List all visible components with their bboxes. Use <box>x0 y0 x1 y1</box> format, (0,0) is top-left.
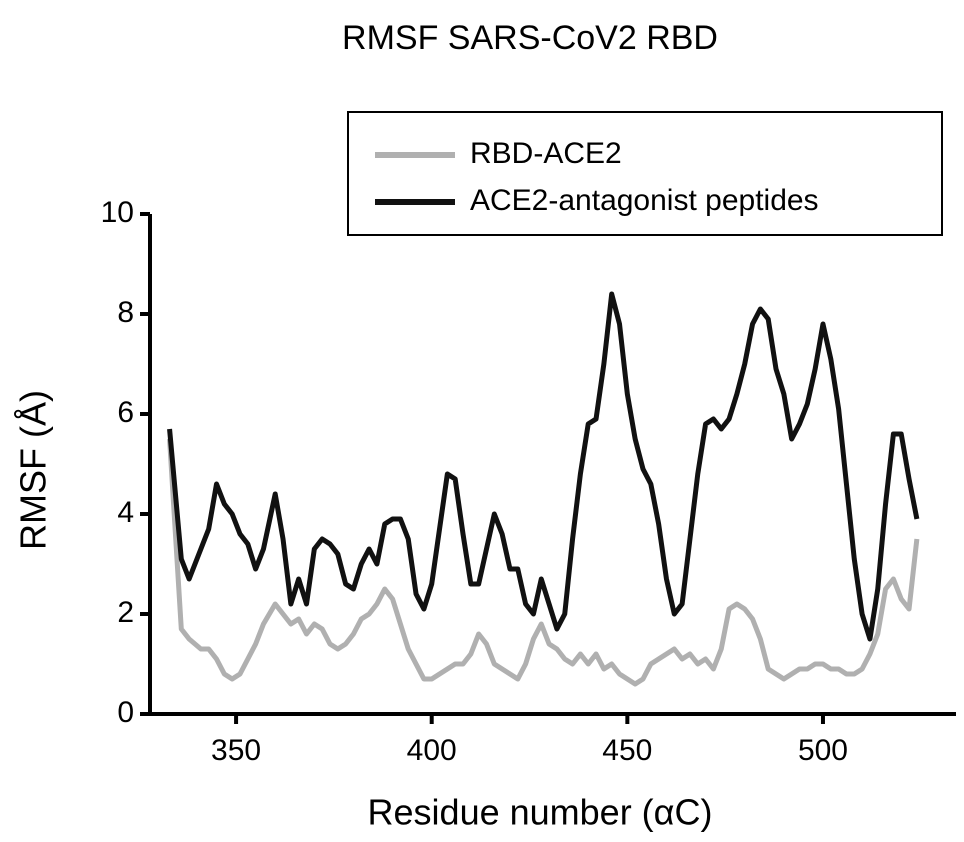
legend-label: ACE2-antagonist peptides <box>470 184 819 217</box>
series-line <box>167 438 920 687</box>
series-line <box>167 291 920 642</box>
y-tick-label: 8 <box>117 296 134 329</box>
x-tick-label: 500 <box>798 734 848 767</box>
y-tick-label: 10 <box>101 196 134 229</box>
legend-label: RBD-ACE2 <box>470 137 622 170</box>
x-tick-label: 350 <box>211 734 261 767</box>
legend-box <box>347 111 943 236</box>
chart-title: RMSF SARS-CoV2 RBD <box>342 19 718 57</box>
x-axis-label: Residue number (αC) <box>368 792 713 833</box>
y-tick-label: 4 <box>117 496 134 529</box>
y-axis-label: RMSF (Å) <box>13 390 54 550</box>
y-tick-label: 2 <box>117 596 134 629</box>
x-tick-label: 450 <box>602 734 652 767</box>
y-tick-label: 0 <box>117 696 134 729</box>
y-tick-label: 6 <box>117 396 134 429</box>
x-tick-label: 400 <box>407 734 457 767</box>
